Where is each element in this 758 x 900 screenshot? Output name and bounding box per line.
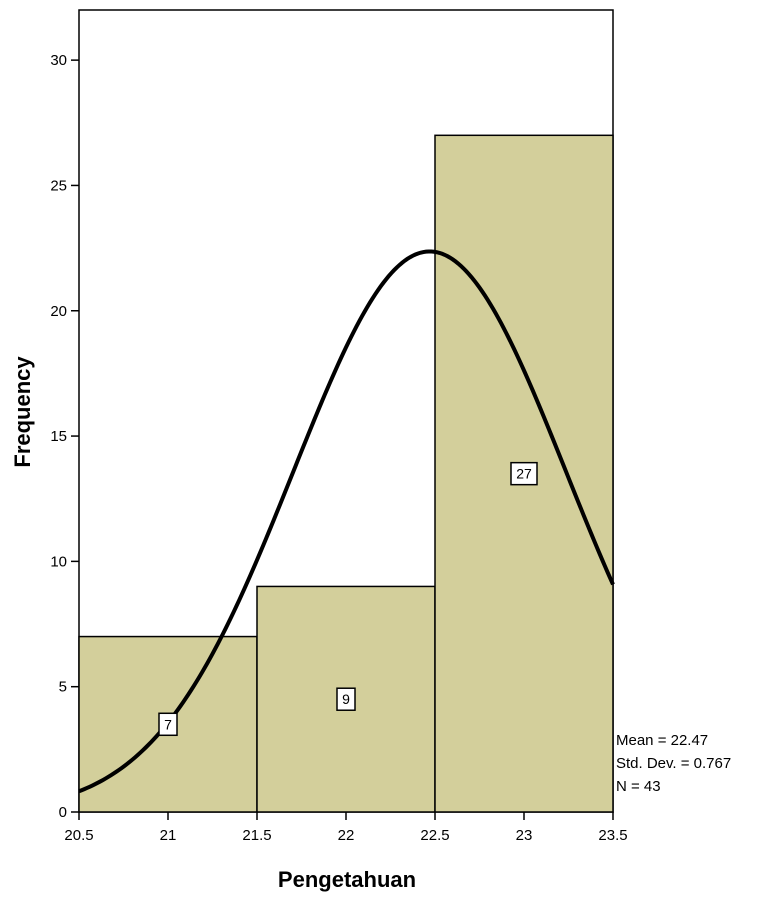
x-tick-label-2: 21.5 bbox=[242, 827, 271, 844]
data-label-1: 7 bbox=[158, 712, 178, 737]
y-tick-label-6: 30 bbox=[50, 52, 67, 69]
data-labels-group: 7 9 27 bbox=[158, 461, 538, 737]
data-label-2: 9 bbox=[336, 687, 356, 711]
histogram-bar-1 bbox=[78, 635, 258, 813]
x-tick-label-3: 22 bbox=[338, 827, 355, 844]
data-label-text-2: 9 bbox=[342, 691, 350, 707]
x-tick-label-0: 20.5 bbox=[64, 827, 93, 844]
x-axis-title: Pengetahuan bbox=[278, 867, 416, 892]
data-label-text-1: 7 bbox=[164, 716, 172, 732]
data-label-box-2 bbox=[336, 687, 356, 711]
x-tick-label-5: 23 bbox=[516, 827, 533, 844]
y-axis: 0 5 10 15 20 25 30 bbox=[50, 52, 79, 821]
stats-n: N = 43 bbox=[616, 778, 661, 795]
y-tick-label-1: 5 bbox=[59, 679, 67, 696]
y-axis-title: Frequency bbox=[10, 356, 35, 468]
x-axis: 20.5 21 21.5 22 22.5 23 23.5 bbox=[64, 812, 628, 844]
stats-box: Mean = 22.47 Std. Dev. = 0.767 N = 43 bbox=[616, 732, 731, 795]
x-tick-label-6: 23.5 bbox=[598, 827, 627, 844]
x-tick-label-1: 21 bbox=[160, 827, 177, 844]
data-label-box-3 bbox=[510, 461, 538, 486]
y-tick-label-4: 20 bbox=[50, 303, 67, 320]
y-tick-label-5: 25 bbox=[50, 177, 67, 194]
stats-std-dev: Std. Dev. = 0.767 bbox=[616, 755, 731, 772]
data-label-3: 27 bbox=[510, 461, 538, 486]
y-tick-label-2: 10 bbox=[50, 553, 67, 570]
data-label-text-3: 27 bbox=[516, 466, 532, 482]
x-tick-label-4: 22.5 bbox=[420, 827, 449, 844]
y-tick-label-3: 15 bbox=[50, 428, 67, 445]
y-tick-label-0: 0 bbox=[59, 804, 67, 821]
stats-mean: Mean = 22.47 bbox=[616, 732, 708, 749]
data-label-box-1 bbox=[158, 712, 178, 737]
